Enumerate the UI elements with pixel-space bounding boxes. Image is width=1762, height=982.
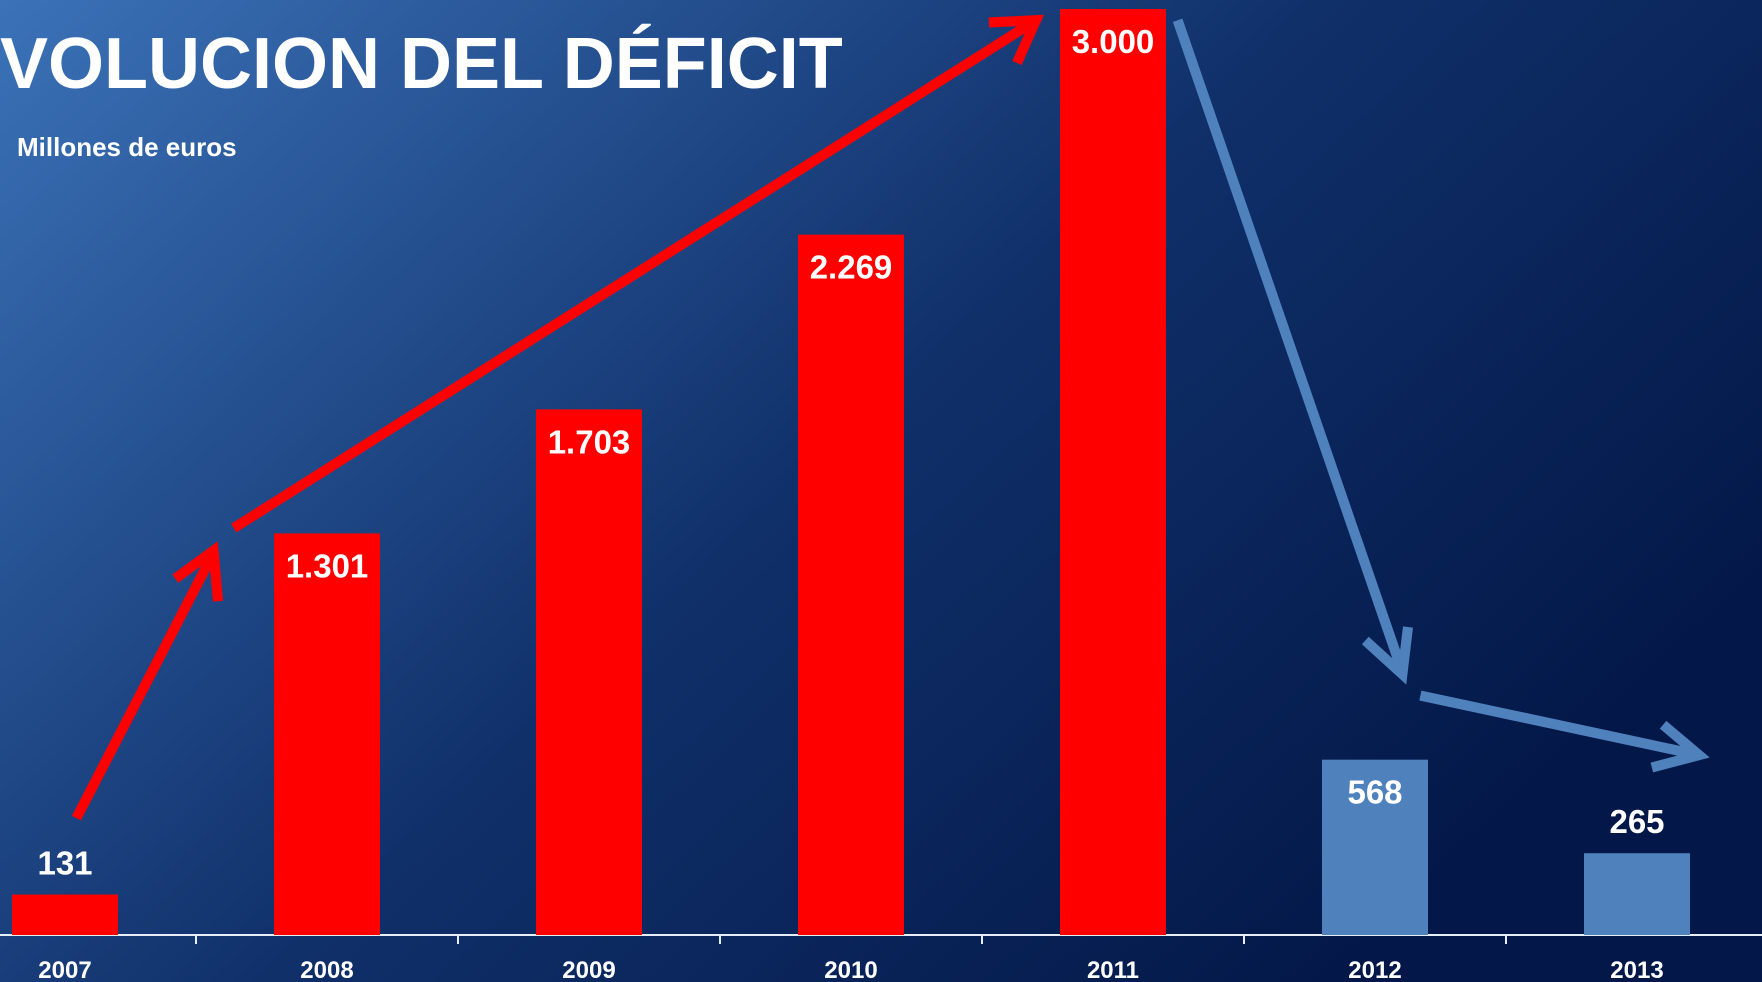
chart-title: VOLUCION DEL DÉFICIT xyxy=(0,24,843,104)
value-label: 1.703 xyxy=(548,423,631,460)
trend-arrows xyxy=(71,14,1710,821)
x-tick-label: 2007 xyxy=(38,957,91,982)
value-label: 131 xyxy=(37,845,92,882)
x-tick-label: 2012 xyxy=(1348,957,1401,982)
x-tick-label: 2008 xyxy=(300,957,353,982)
x-tick-label: 2009 xyxy=(562,957,615,982)
value-label: 3.000 xyxy=(1072,23,1155,60)
x-tick-label: 2010 xyxy=(824,957,877,982)
rise-arrow xyxy=(71,14,1045,821)
bar xyxy=(1322,759,1428,935)
x-tick-label: 2011 xyxy=(1087,957,1139,982)
value-label: 2.269 xyxy=(810,249,893,286)
bar xyxy=(1060,9,1166,935)
chart-subtitle: Millones de euros xyxy=(17,132,237,162)
value-label: 568 xyxy=(1347,774,1402,811)
bar xyxy=(274,533,380,935)
value-label: 1.301 xyxy=(286,547,369,584)
x-tick-label: 2013 xyxy=(1610,957,1663,982)
bar xyxy=(1584,853,1690,935)
bar xyxy=(12,894,118,935)
bar xyxy=(536,409,642,935)
fall-arrow xyxy=(1172,18,1710,773)
value-label: 265 xyxy=(1609,803,1664,840)
bar xyxy=(798,234,904,936)
